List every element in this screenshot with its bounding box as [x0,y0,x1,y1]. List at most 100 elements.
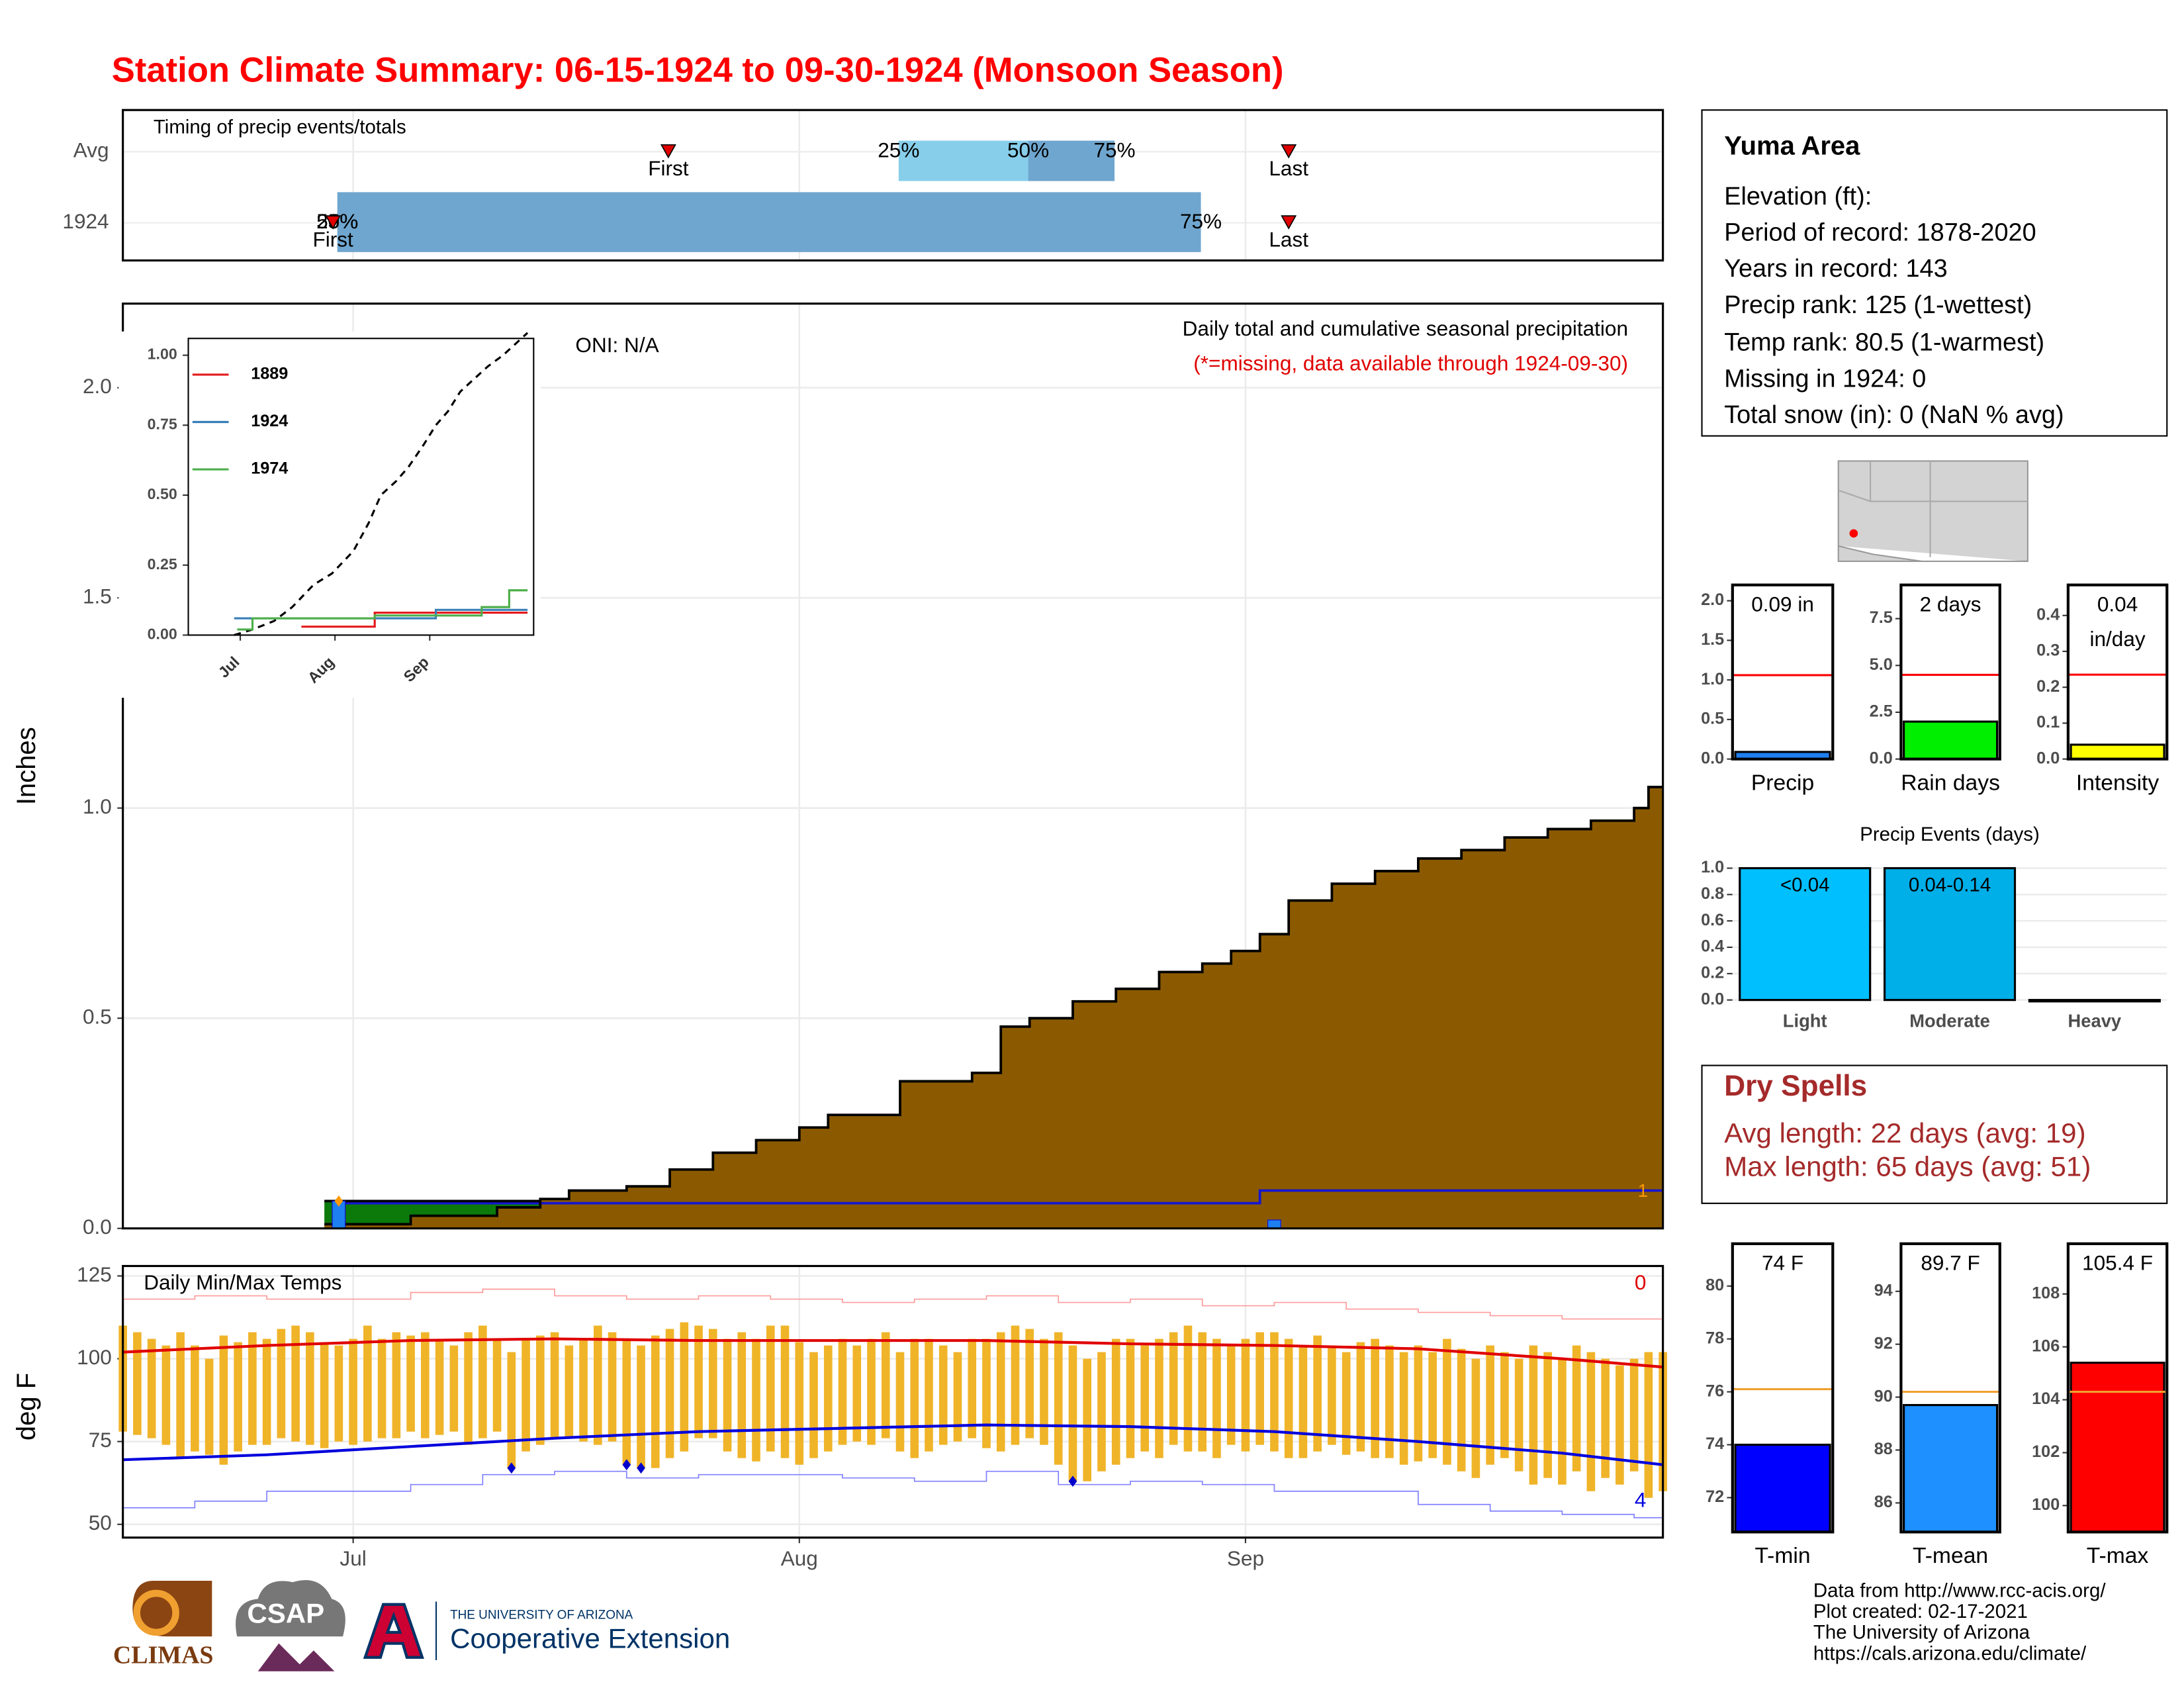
y-tick-label: 0.25 [148,555,177,573]
temp-range-bar [982,1338,991,1448]
temp-range-bar [1586,1352,1596,1491]
temp-range-bar [1011,1325,1020,1445]
credit-line: The University of Arizona [1813,1622,2030,1644]
x-tick-label: Jul [340,1546,366,1570]
temp-range-bar [694,1325,703,1438]
temp-range-bar [1155,1338,1163,1458]
oni-label: ONI: N/A [575,333,659,357]
temp-range-bar [867,1338,876,1445]
temp-range-bar [161,1345,171,1445]
temp-range-bar [651,1335,660,1468]
x-axis-label: T-min [1754,1544,1810,1568]
y-tick-label: 5.0 [1870,655,1893,674]
temp-range-bar [320,1342,329,1448]
info-line: Missing in 1924: 0 [1724,365,1926,393]
logo-text: CSAP [247,1598,324,1629]
temp-range-bar [1558,1358,1567,1485]
daily-precip-bar [1267,1219,1281,1229]
logos: CLIMAS CSAP THE UNIVERSITY OF ARIZONA Co… [113,1579,730,1671]
logo-text: CLIMAS [113,1641,213,1669]
value-label: 0.04 [2097,592,2138,616]
y-tick-label: 0.1 [2036,713,2060,731]
temp-range-bar [205,1358,214,1455]
y-tick-label: 78 [1706,1329,1724,1347]
inset-background [118,331,541,698]
y-tick-label: 1.0 [1701,858,1724,876]
temp-range-bar [421,1332,430,1438]
panel-border [122,109,1664,262]
locator-map [1837,460,2028,562]
temp-range-bar [306,1332,314,1445]
panel-border [1899,1242,2001,1534]
temp-range-bar [1284,1338,1293,1458]
temp-range-bar [1068,1345,1077,1481]
quartile-bar-upper [1028,140,1115,181]
temp-range-bar [910,1338,919,1458]
temp-range-bar [1270,1332,1279,1452]
map-states [1838,461,2028,557]
quartile-label: 25% [878,138,919,162]
bar [1903,720,1999,761]
quartile-label: 75% [1093,138,1135,162]
value-label: 74 F [1762,1251,1803,1275]
temp-range-bar [996,1332,1005,1452]
temp-range-bar [881,1332,890,1438]
info-line: Temp rank: 80.5 (1-warmest) [1724,329,2044,357]
y-tick-label: 1.5 [83,585,112,608]
event-marker [325,215,341,230]
info-line: Precip rank: 125 (1-wettest) [1724,291,2032,319]
temp-range-bar [550,1332,559,1438]
quartile-label: 50% [1007,138,1049,162]
y-tick-label: 1.00 [148,346,177,363]
y-tick-label: 102 [2032,1442,2060,1461]
temp-range-bar [1126,1338,1135,1458]
quartile-bar-upper [337,192,1201,252]
panel-border [1731,583,1835,761]
info-line: Years in record: 143 [1724,255,1947,283]
y-tick-label: 0.5 [1701,710,1724,728]
logo-text: THE UNIVERSITY OF ARIZONA [450,1609,633,1622]
bar [2070,743,2165,761]
x-axis-label: T-mean [1913,1544,1988,1568]
quartile-label: 75% [1180,209,1222,233]
temp-range-bar [1457,1348,1466,1472]
panel-border [122,1264,1664,1539]
info-heading: Yuma Area [1724,132,1860,161]
temp-range-bar [536,1335,545,1445]
event-marker [1281,215,1297,230]
temp-range-bar [234,1342,242,1452]
bar [1903,1403,1999,1533]
panel-border [2066,1242,2169,1534]
temp-range-bar [1097,1352,1106,1472]
temp-range-bar [507,1352,516,1468]
panel-title: Timing of precip events/totals [154,116,406,138]
temp-range-bar [219,1335,228,1465]
temp-line [122,1470,1664,1519]
dry-spells-title: Dry Spells [1724,1070,1867,1102]
series-line [237,589,528,631]
value-label: 2 days [1920,592,1981,616]
temp-range-bar [708,1329,717,1438]
legend-label: 1924 [251,412,288,430]
corner-label: 4 [1635,1487,1647,1511]
temp-range-bar [1514,1358,1524,1472]
credit-line: https://cals.arizona.edu/climate/ [1813,1642,2087,1664]
legend-label: 1974 [251,459,288,478]
y-tick-label: 104 [2032,1389,2060,1408]
panel-border [2066,583,2169,761]
temp-range-bar [895,1352,905,1452]
temp-range-bar [1471,1358,1480,1478]
y-tick-label: 0.4 [2036,605,2060,624]
temp-range-bar [1385,1345,1394,1458]
corner-label: 1 [1638,1180,1648,1201]
x-tick-label: Aug [781,1546,818,1570]
cumulative-area [324,786,1663,1229]
x-axis-label: Precip [1751,771,1814,795]
y-tick-label: 0.50 [148,485,177,502]
temp-range-bar [622,1338,631,1465]
temp-range-bar [1212,1338,1221,1458]
y-tick-label: 0.8 [1701,884,1724,903]
y-axis-label: Inches [12,727,41,805]
temp-range-bar [565,1345,574,1438]
temp-range-bar [1241,1338,1250,1452]
